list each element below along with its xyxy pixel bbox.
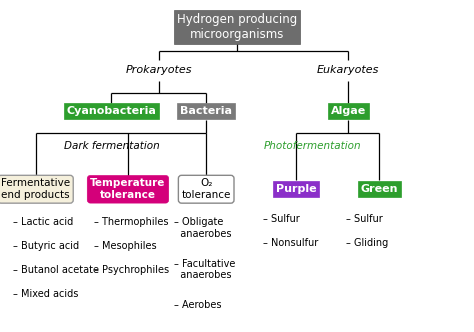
- Text: Eukaryotes: Eukaryotes: [317, 65, 380, 75]
- Text: Bacteria: Bacteria: [180, 106, 232, 116]
- Text: – Nonsulfur: – Nonsulfur: [263, 238, 319, 248]
- Text: O₂
tolerance: O₂ tolerance: [182, 178, 231, 200]
- Text: – Gliding: – Gliding: [346, 238, 388, 248]
- Text: Green: Green: [360, 184, 398, 194]
- Text: Purple: Purple: [276, 184, 317, 194]
- Text: – Butanol acetate: – Butanol acetate: [13, 265, 99, 275]
- Text: – Psychrophiles: – Psychrophiles: [94, 265, 169, 275]
- Text: Photofermentation: Photofermentation: [264, 141, 362, 151]
- Text: Hydrogen producing
microorganisms: Hydrogen producing microorganisms: [177, 13, 297, 41]
- Text: Algae: Algae: [331, 106, 366, 116]
- Text: – Facultative
  anaerobes: – Facultative anaerobes: [174, 259, 236, 280]
- Text: – Butyric acid: – Butyric acid: [13, 241, 80, 251]
- Text: – Aerobes: – Aerobes: [174, 300, 222, 310]
- Text: – Mesophiles: – Mesophiles: [94, 241, 156, 251]
- Text: Temperature
tolerance: Temperature tolerance: [90, 178, 166, 200]
- Text: – Sulfur: – Sulfur: [346, 214, 383, 224]
- Text: – Obligate
  anaerobes: – Obligate anaerobes: [174, 217, 232, 239]
- Text: Cyanobacteria: Cyanobacteria: [66, 106, 156, 116]
- Text: Fermentative
end products: Fermentative end products: [1, 178, 70, 200]
- Text: – Thermophiles: – Thermophiles: [94, 217, 168, 227]
- Text: – Sulfur: – Sulfur: [263, 214, 300, 224]
- Text: – Mixed acids: – Mixed acids: [13, 289, 79, 299]
- Text: Dark fermentation: Dark fermentation: [64, 141, 159, 151]
- Text: Prokaryotes: Prokaryotes: [126, 65, 192, 75]
- Text: – Lactic acid: – Lactic acid: [13, 217, 73, 227]
